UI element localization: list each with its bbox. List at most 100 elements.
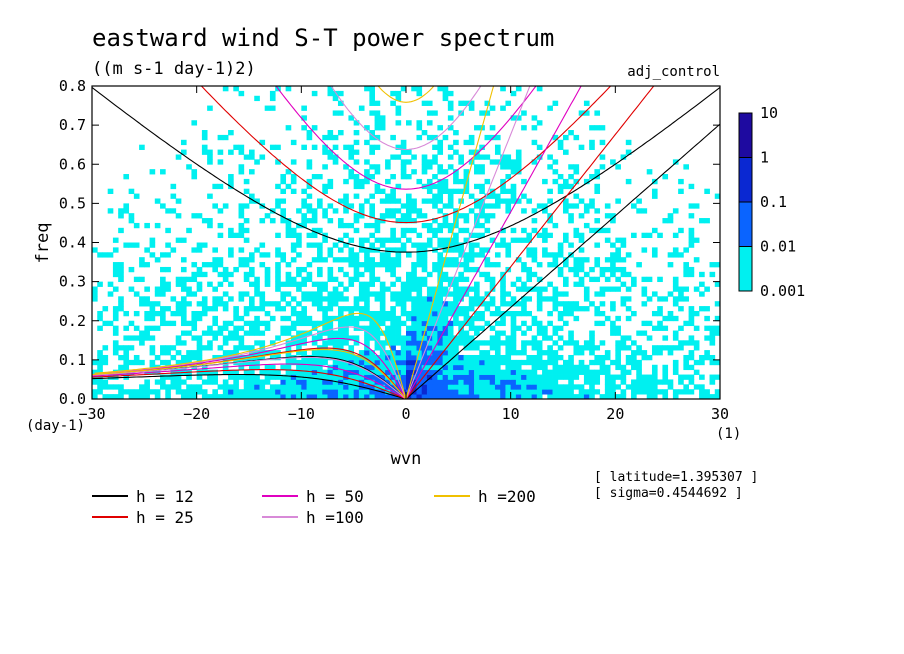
heatmap-cell — [432, 193, 438, 199]
heatmap-cell — [463, 213, 470, 219]
heatmap-cell — [447, 276, 454, 283]
heatmap-cell — [400, 139, 407, 146]
heatmap-cell — [542, 286, 548, 292]
heatmap-cell — [411, 306, 417, 312]
heatmap-cell — [364, 384, 370, 390]
heatmap-cell — [390, 335, 396, 341]
heatmap-cell — [547, 374, 553, 380]
heatmap-cell — [489, 296, 496, 302]
heatmap-cell — [228, 247, 234, 253]
heatmap-cell — [280, 178, 287, 185]
heatmap-cell — [369, 208, 375, 214]
heatmap-cell — [615, 384, 621, 390]
heatmap-cell — [180, 149, 187, 155]
heatmap-cell — [364, 174, 370, 180]
heatmap-cell — [269, 354, 276, 361]
heatmap-cell — [343, 198, 349, 204]
heatmap-cell — [290, 384, 297, 390]
heatmap-cell — [568, 384, 574, 390]
heatmap-cell — [406, 315, 412, 322]
heatmap-cell — [599, 394, 606, 399]
heatmap-cell — [604, 374, 611, 380]
heatmap-cell — [568, 203, 574, 209]
heatmap-cell — [249, 306, 255, 312]
heatmap-cell — [594, 369, 601, 375]
heatmap-cell — [411, 354, 417, 361]
heatmap-cell — [390, 90, 396, 97]
heatmap-cell — [186, 276, 192, 283]
heatmap-cell — [332, 286, 339, 292]
heatmap-cell — [160, 359, 166, 366]
heatmap-cell — [374, 227, 381, 234]
heatmap-cell — [683, 374, 689, 380]
heatmap-cell — [154, 291, 161, 297]
heatmap-cell — [311, 291, 318, 297]
heatmap-cell — [390, 340, 396, 346]
heatmap-cell — [217, 159, 224, 165]
heatmap-cell — [453, 174, 459, 180]
heatmap-cell — [442, 222, 449, 229]
heatmap-cell — [112, 315, 119, 322]
heatmap-cell — [385, 325, 391, 331]
heatmap-cell — [531, 125, 538, 131]
power-spectrum-heatmap — [92, 86, 720, 399]
heatmap-cell — [536, 394, 543, 399]
heatmap-cell — [657, 276, 663, 283]
heatmap-cell — [479, 389, 485, 395]
heatmap-cell — [175, 379, 182, 385]
heatmap-cell — [646, 374, 653, 380]
heatmap-cell — [500, 359, 506, 366]
heatmap-cell — [269, 369, 276, 375]
heatmap-cell — [479, 354, 485, 361]
heatmap-cell — [217, 296, 224, 302]
heatmap-cell — [395, 296, 402, 302]
heatmap-cell — [385, 364, 391, 371]
heatmap-cell — [494, 262, 501, 268]
heatmap-cell — [343, 325, 349, 331]
heatmap-cell — [243, 188, 250, 194]
heatmap-cell — [222, 340, 229, 346]
heatmap-cell — [400, 369, 407, 375]
heatmap-cell — [296, 350, 302, 356]
heatmap-cell — [154, 325, 161, 331]
heatmap-cell — [332, 257, 339, 263]
heatmap-cell — [515, 237, 522, 243]
heatmap-cell — [531, 340, 538, 346]
heatmap-cell — [421, 262, 428, 268]
heatmap-cell — [358, 374, 365, 380]
heatmap-cell — [447, 242, 454, 248]
heatmap-cell — [170, 320, 177, 327]
heatmap-cell — [358, 203, 365, 209]
heatmap-cell — [458, 354, 464, 361]
heatmap-cell — [557, 183, 564, 190]
heatmap-cell — [688, 315, 695, 322]
heatmap-cell — [149, 345, 156, 351]
heatmap-cell — [437, 350, 444, 356]
heatmap-cell — [589, 384, 595, 390]
heatmap-cell — [406, 281, 412, 287]
heatmap-cell — [651, 345, 658, 351]
heatmap-cell — [254, 286, 260, 292]
heatmap-cell — [406, 149, 412, 155]
heatmap-cell — [615, 164, 621, 170]
heatmap-cell — [296, 310, 302, 317]
heatmap-cell — [536, 364, 543, 371]
heatmap-cell — [385, 213, 391, 219]
heatmap-cell — [583, 345, 590, 351]
heatmap-cell — [275, 203, 281, 209]
heatmap-cell — [379, 257, 386, 263]
heatmap-cell — [489, 310, 496, 317]
heatmap-cell — [243, 291, 250, 297]
heatmap-cell — [128, 286, 135, 292]
heatmap-cell — [353, 276, 360, 283]
heatmap-cell — [285, 271, 292, 278]
heatmap-cell — [275, 159, 281, 165]
heatmap-cell — [453, 359, 459, 366]
heatmap-cell — [468, 306, 475, 312]
heatmap-cell — [552, 262, 559, 268]
heatmap-cell — [306, 359, 313, 366]
heatmap-cell — [557, 247, 564, 253]
heatmap-cell — [458, 247, 464, 253]
heatmap-cell — [489, 359, 496, 366]
heatmap-cell — [615, 252, 621, 258]
